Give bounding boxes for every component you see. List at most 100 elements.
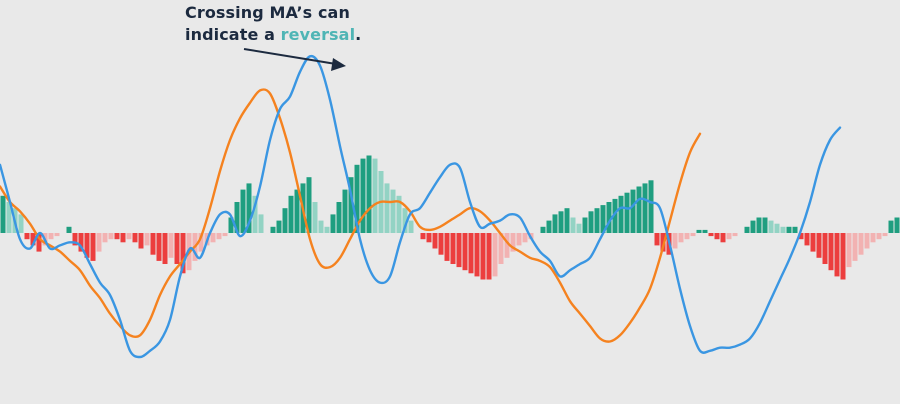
annotation-line-1: Crossing MA’s can <box>185 3 350 22</box>
histogram-bar <box>102 233 108 243</box>
histogram-bar <box>6 202 12 233</box>
histogram-bar <box>804 233 810 246</box>
histogram-bar <box>342 189 348 233</box>
histogram-bar <box>582 217 588 233</box>
histogram-bar <box>198 233 204 252</box>
annotation-highlight: reversal <box>280 25 356 44</box>
histogram-bar <box>672 233 678 249</box>
histogram-bar <box>306 177 312 233</box>
histogram-bar <box>750 220 756 233</box>
annotation-line-2-suffix: . <box>355 25 362 44</box>
histogram-bar <box>642 183 648 233</box>
histogram-bar <box>90 233 96 261</box>
histogram-bar <box>432 233 438 249</box>
histogram-bar <box>258 214 264 233</box>
histogram-bar <box>474 233 480 277</box>
annotation-line-2: indicate a reversal. <box>185 24 361 46</box>
histogram-bar <box>882 233 888 237</box>
histogram-bar <box>492 233 498 277</box>
histogram-bar <box>78 233 84 252</box>
histogram-bar <box>888 220 894 233</box>
histogram-bar <box>786 226 792 233</box>
histogram-bar <box>270 226 276 233</box>
histogram-bar <box>222 233 228 237</box>
histogram-bar <box>696 229 702 233</box>
histogram-bar <box>72 233 78 246</box>
histogram-bar <box>96 233 102 252</box>
histogram-bar <box>144 233 150 246</box>
histogram-bar <box>588 211 594 233</box>
histogram-bar <box>396 195 402 233</box>
histogram-bar <box>708 233 714 237</box>
histogram-bar <box>288 195 294 233</box>
histogram-bar <box>846 233 852 268</box>
histogram-bar <box>252 195 258 233</box>
histogram-bar <box>234 202 240 233</box>
histogram-bar <box>546 220 552 233</box>
histogram-bar <box>636 186 642 233</box>
histogram-bar <box>114 233 120 240</box>
histogram-bar <box>438 233 444 255</box>
histogram-bar <box>282 208 288 233</box>
histogram-bar <box>174 233 180 264</box>
histogram-bar <box>150 233 156 255</box>
histogram-bar <box>564 208 570 233</box>
histogram-bar <box>384 183 390 233</box>
histogram-bar <box>168 233 174 258</box>
histogram-bar <box>774 223 780 233</box>
histogram-bar <box>132 233 138 243</box>
histogram-bar <box>0 195 6 233</box>
histogram-bar <box>324 226 330 233</box>
histogram-bar <box>594 208 600 233</box>
histogram-bar <box>762 217 768 233</box>
histogram-bar <box>120 233 126 243</box>
histogram-bar <box>156 233 162 261</box>
histogram-bar <box>702 229 708 233</box>
histogram-bar <box>480 233 486 280</box>
histogram-bar <box>276 220 282 233</box>
histogram-bar <box>318 220 324 233</box>
arrow-shaft <box>243 48 337 65</box>
histogram-bar <box>810 233 816 252</box>
histogram-bar <box>426 233 432 243</box>
histogram-bar <box>732 233 738 237</box>
histogram-bar <box>768 220 774 233</box>
histogram-bar <box>126 233 132 240</box>
histogram-bar <box>336 202 342 233</box>
histogram-bar <box>516 233 522 246</box>
histogram-bar <box>18 214 24 233</box>
histogram-bar <box>360 158 366 233</box>
histogram-bar <box>108 233 114 240</box>
histogram-bar <box>630 189 636 233</box>
histogram-bar <box>780 226 786 233</box>
histogram-bar <box>54 233 60 237</box>
histogram-bar <box>420 233 426 240</box>
histogram-bar <box>678 233 684 243</box>
histogram-bar <box>876 233 882 240</box>
histogram-bar <box>690 233 696 237</box>
histogram-bar <box>822 233 828 264</box>
histogram-bar <box>834 233 840 277</box>
histogram-bar <box>624 192 630 233</box>
histogram-bar <box>48 233 54 240</box>
histogram-bar <box>294 189 300 233</box>
histogram-bar <box>858 233 864 255</box>
histogram-bar <box>576 223 582 233</box>
histogram-bar <box>828 233 834 271</box>
histogram-bar <box>468 233 474 274</box>
histogram-bar <box>444 233 450 261</box>
histogram-bar <box>510 233 516 252</box>
histogram-bar <box>852 233 858 261</box>
moving-average-lines <box>0 54 842 359</box>
histogram-bar <box>720 233 726 243</box>
histogram-bar <box>504 233 510 258</box>
histogram-bar <box>522 233 528 243</box>
histogram-bar <box>408 220 414 233</box>
histogram-bar <box>684 233 690 240</box>
histogram-bar <box>462 233 468 271</box>
histogram-bar <box>348 177 354 233</box>
arrow-head-icon <box>331 58 346 71</box>
histogram-bar <box>618 195 624 233</box>
histogram-bar <box>540 226 546 233</box>
